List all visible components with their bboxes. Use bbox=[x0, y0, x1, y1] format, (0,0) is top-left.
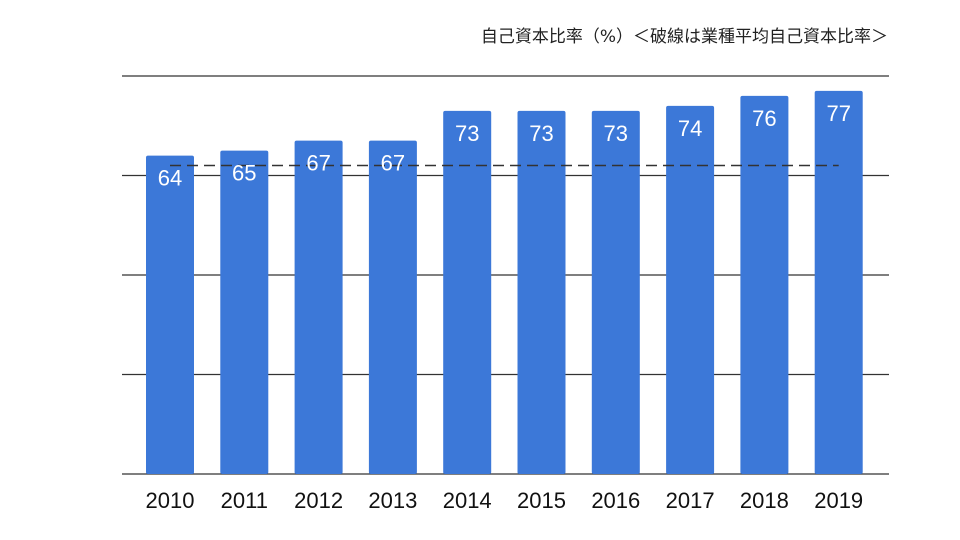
x-tick-label-2013: 2013 bbox=[368, 488, 417, 513]
bar-2017 bbox=[666, 105, 715, 474]
data-label-2017: 74 bbox=[678, 116, 702, 141]
bar-2016 bbox=[591, 110, 640, 474]
data-label-2013: 67 bbox=[381, 151, 405, 176]
data-label-2015: 73 bbox=[529, 121, 553, 146]
x-tick-label-2018: 2018 bbox=[740, 488, 789, 513]
bar-2014 bbox=[443, 110, 492, 474]
x-tick-label-2011: 2011 bbox=[221, 488, 268, 513]
data-label-2012: 67 bbox=[306, 151, 330, 176]
data-label-2018: 76 bbox=[752, 106, 776, 131]
chart-title: 自己資本比率（%）＜破線は業種平均自己資本比率＞ bbox=[480, 27, 888, 47]
data-label-2014: 73 bbox=[455, 121, 479, 146]
bar-2015 bbox=[517, 110, 566, 474]
bar-2018 bbox=[740, 95, 789, 475]
bar-2011 bbox=[220, 150, 269, 474]
bar-2019 bbox=[814, 90, 863, 475]
x-tick-label-2015: 2015 bbox=[517, 488, 566, 513]
x-tick-label-2014: 2014 bbox=[443, 488, 492, 513]
x-tick-label-2012: 2012 bbox=[294, 488, 343, 513]
x-tick-label-2017: 2017 bbox=[666, 488, 715, 513]
bar-2012 bbox=[294, 140, 343, 475]
x-tick-label-2010: 2010 bbox=[146, 488, 195, 513]
x-tick-label-2019: 2019 bbox=[814, 488, 863, 513]
bar-2010 bbox=[146, 155, 194, 474]
data-label-2016: 73 bbox=[604, 121, 628, 146]
data-label-2019: 77 bbox=[826, 101, 850, 126]
data-label-2010: 64 bbox=[158, 166, 182, 191]
bar-2013 bbox=[368, 140, 417, 475]
x-tick-label-2016: 2016 bbox=[591, 488, 640, 513]
data-label-2011: 65 bbox=[232, 161, 256, 186]
